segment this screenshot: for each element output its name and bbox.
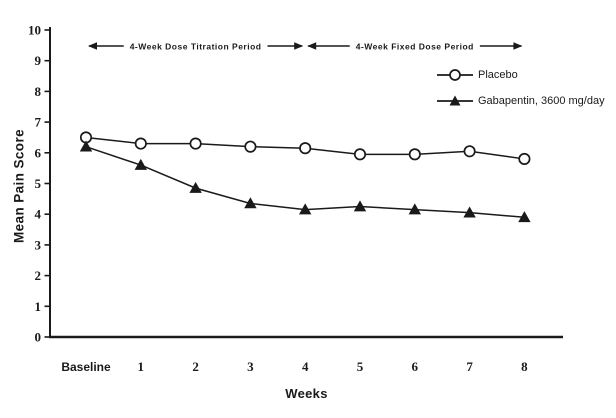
- arrow-right-head: [294, 42, 304, 50]
- y-tick-label: 1: [35, 299, 42, 314]
- y-tick-label: 7: [35, 115, 42, 130]
- y-tick-label: 9: [35, 53, 42, 68]
- data-point-triangle: [189, 181, 202, 193]
- arrow-right-head: [513, 42, 523, 50]
- data-point-circle: [408, 148, 421, 161]
- data-point-circle: [299, 142, 312, 155]
- legend-label: Placebo: [478, 69, 518, 81]
- y-tick-label: 8: [35, 84, 42, 99]
- data-point-triangle: [79, 140, 93, 152]
- y-tick-label: 0: [35, 330, 42, 345]
- legend-item-gabapentin: Gabapentin, 3600 mg/day: [436, 94, 605, 108]
- data-point-triangle: [353, 200, 367, 212]
- data-point-circle: [189, 137, 202, 150]
- data-point-circle: [134, 137, 147, 150]
- data-point-triangle: [518, 211, 531, 223]
- x-tick-label: 5: [357, 359, 364, 374]
- y-tick-label: 4: [35, 207, 42, 222]
- data-point-circle: [244, 140, 257, 153]
- x-tick-label: 4: [302, 359, 309, 374]
- y-tick-label: 2: [35, 268, 42, 283]
- x-tick-label: 7: [466, 359, 473, 374]
- data-point-circle: [353, 148, 367, 161]
- legend-label: Gabapentin, 3600 mg/day: [478, 95, 605, 107]
- x-tick-label: 3: [247, 359, 254, 374]
- open-circle-marker-icon: [437, 69, 473, 81]
- legend: Placebo Gabapentin, 3600 mg/day: [436, 68, 605, 108]
- y-axis-title: Mean Pain Score: [11, 128, 27, 244]
- arrow-left-head: [307, 42, 317, 50]
- data-point-triangle: [299, 203, 312, 215]
- annotation-label: 4-Week Dose Titration Period: [130, 42, 262, 52]
- legend-item-placebo: Placebo: [436, 68, 605, 82]
- data-point-triangle: [244, 197, 257, 209]
- data-point-triangle: [408, 203, 421, 215]
- x-tick-label: 2: [192, 359, 199, 374]
- annotation-label: 4-Week Fixed Dose Period: [356, 42, 474, 52]
- y-tick-label: 5: [35, 176, 42, 191]
- x-axis-title: Weeks: [285, 386, 328, 401]
- data-point-circle: [518, 152, 531, 165]
- x-tick-label: 1: [138, 359, 145, 374]
- data-point-triangle: [463, 206, 476, 218]
- x-tick-label: 6: [412, 359, 419, 374]
- data-point-triangle: [134, 158, 147, 170]
- filled-triangle-marker-icon: [437, 95, 473, 106]
- y-tick-label: 3: [35, 237, 42, 252]
- y-tick-label: 10: [28, 23, 41, 38]
- data-point-circle: [463, 145, 476, 158]
- x-tick-label: Baseline: [61, 360, 111, 374]
- y-tick-label: 6: [35, 145, 42, 160]
- arrow-left-head: [88, 42, 97, 50]
- x-tick-label: 8: [521, 359, 528, 374]
